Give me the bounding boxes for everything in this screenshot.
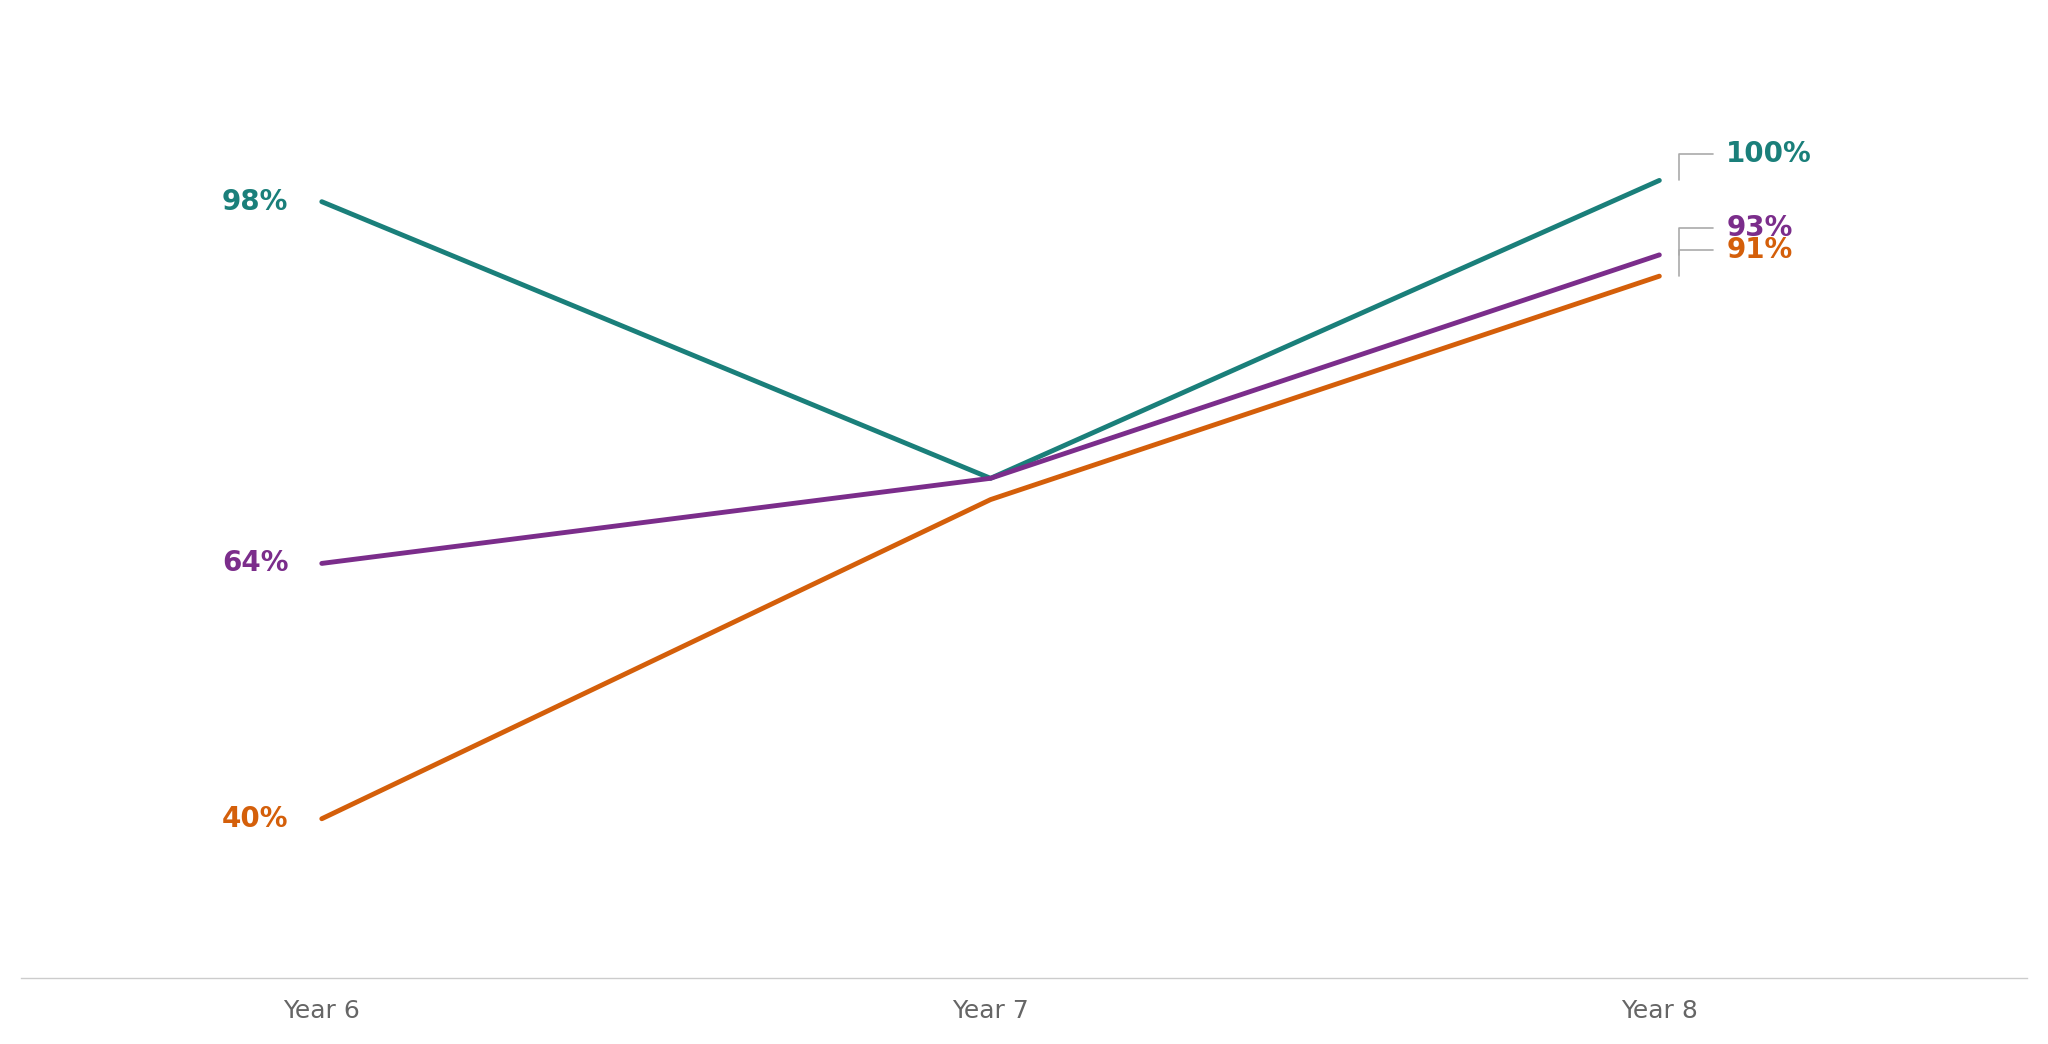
Text: 100%: 100%	[1726, 140, 1812, 168]
Text: 40%: 40%	[221, 805, 289, 833]
Text: 93%: 93%	[1726, 214, 1792, 242]
Text: 91%: 91%	[1726, 236, 1792, 263]
Text: 64%: 64%	[221, 549, 289, 577]
Text: 98%: 98%	[221, 188, 289, 216]
